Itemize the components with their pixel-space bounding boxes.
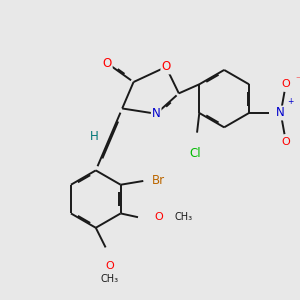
Text: Br: Br bbox=[152, 175, 165, 188]
Text: CH₃: CH₃ bbox=[174, 212, 192, 222]
Text: O: O bbox=[105, 260, 114, 271]
Text: O: O bbox=[103, 57, 112, 70]
Text: +: + bbox=[287, 97, 294, 106]
Text: H: H bbox=[89, 130, 98, 143]
Text: O: O bbox=[282, 79, 290, 89]
Text: N: N bbox=[276, 106, 285, 119]
Text: CH₃: CH₃ bbox=[100, 274, 118, 284]
Text: ⁻: ⁻ bbox=[296, 75, 300, 84]
Text: Cl: Cl bbox=[190, 146, 201, 160]
Text: O: O bbox=[282, 137, 290, 147]
Text: O: O bbox=[161, 60, 171, 74]
Text: N: N bbox=[152, 107, 161, 120]
Text: O: O bbox=[154, 212, 163, 222]
